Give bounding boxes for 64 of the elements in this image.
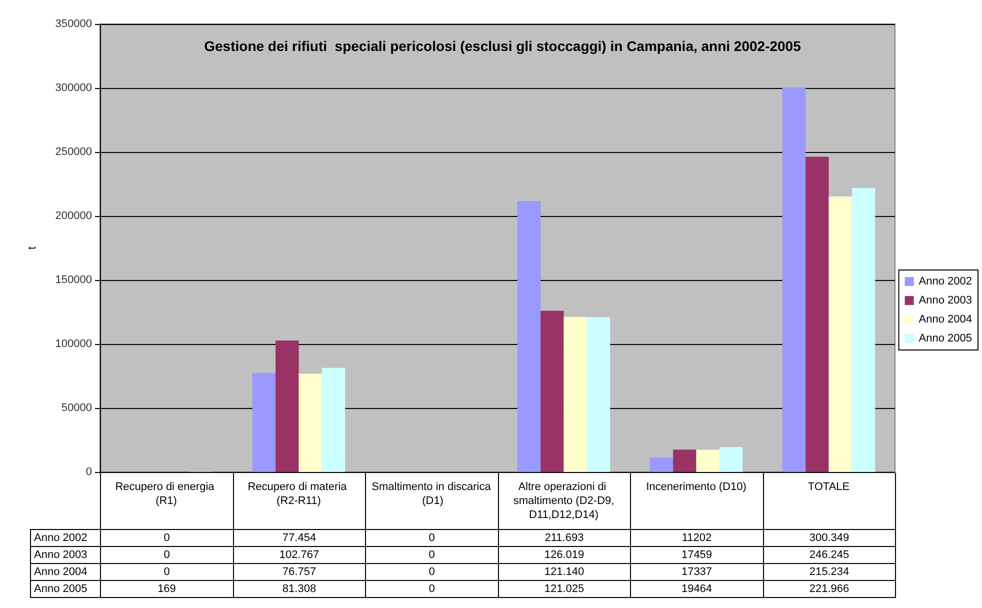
- y-tick-label: 100000: [55, 338, 92, 350]
- data-label: 0: [366, 546, 498, 564]
- data-label: 300.349: [763, 530, 896, 546]
- data-label: 77.454: [233, 530, 366, 546]
- bar: [276, 340, 299, 472]
- bar: [517, 201, 541, 472]
- data-label: 215.234: [763, 564, 896, 580]
- legend-label: Anno 2003: [918, 294, 972, 306]
- data-label: 0: [366, 530, 498, 546]
- x-tick-label: Altre operazioni di smaltimento (D2-D9,D11,D12,D14): [513, 481, 614, 521]
- data-label: 17459: [630, 546, 763, 564]
- bar: [852, 188, 876, 472]
- data-label: 211.693: [498, 530, 630, 546]
- x-tick-label: Recupero di energia (R1): [115, 481, 218, 507]
- data-label: 81.308: [233, 580, 366, 598]
- data-label: 126.019: [498, 546, 630, 564]
- data-label: 0: [100, 564, 233, 580]
- data-label: 0: [100, 546, 233, 564]
- data-label: 102.767: [233, 546, 366, 564]
- y-tick-label: 250000: [55, 146, 92, 158]
- text: Anno 2004: [34, 566, 88, 578]
- x-tick-label: Smaltimento in discarica (D1): [372, 481, 492, 507]
- data-label: 76.757: [233, 564, 366, 580]
- x-tick-label: Incenerimento (D10): [646, 481, 746, 493]
- y-tick-label: 50000: [61, 402, 92, 414]
- text: Anno 2003: [34, 549, 88, 561]
- bar: [586, 317, 610, 472]
- bar: [540, 310, 564, 472]
- bar: [650, 458, 674, 472]
- bar: [782, 88, 806, 472]
- bar: [298, 374, 322, 472]
- bar: [828, 196, 852, 472]
- data-label: 17337: [630, 564, 763, 580]
- x-tick-label: TOTALE: [808, 481, 850, 493]
- bar: [322, 368, 346, 472]
- bar: [564, 316, 587, 472]
- legend-label: Anno 2005: [918, 332, 972, 344]
- legend-label: Anno 2002: [918, 276, 972, 288]
- data-label: 121.025: [498, 580, 630, 598]
- y-tick-label: 150000: [55, 274, 92, 286]
- text: Anno 2002: [34, 532, 88, 544]
- data-label: 19464: [630, 580, 763, 598]
- data-label: 169: [100, 580, 233, 598]
- bar: [673, 450, 696, 472]
- data-label: 0: [366, 580, 498, 598]
- y-tick-label: 350000: [55, 18, 92, 30]
- data-label: 0: [366, 564, 498, 580]
- data-label: 221.966: [763, 580, 896, 598]
- y-tick-label: 200000: [55, 210, 92, 222]
- data-label: 246.245: [763, 546, 896, 564]
- x-tick-label: Recupero di materia (R2-R11): [248, 481, 350, 507]
- text: Gestione dei rifiuti speciali pericolosi (esclusi gli stoccaggi) in Campania, anni 2002-2005: [204, 38, 802, 54]
- y-axis-title: t: [26, 246, 38, 250]
- legend-label: Anno 2004: [918, 314, 972, 326]
- text: Anno 2005: [34, 583, 88, 595]
- y-tick-label: 0: [86, 466, 92, 478]
- bar: [806, 156, 829, 472]
- bar: [252, 372, 276, 472]
- bar: [696, 450, 720, 472]
- data-label: 11202: [630, 530, 763, 546]
- data-label: 0: [100, 530, 233, 546]
- data-label: 121.140: [498, 564, 630, 580]
- bar: [719, 447, 743, 472]
- y-tick-label: 300000: [55, 82, 92, 94]
